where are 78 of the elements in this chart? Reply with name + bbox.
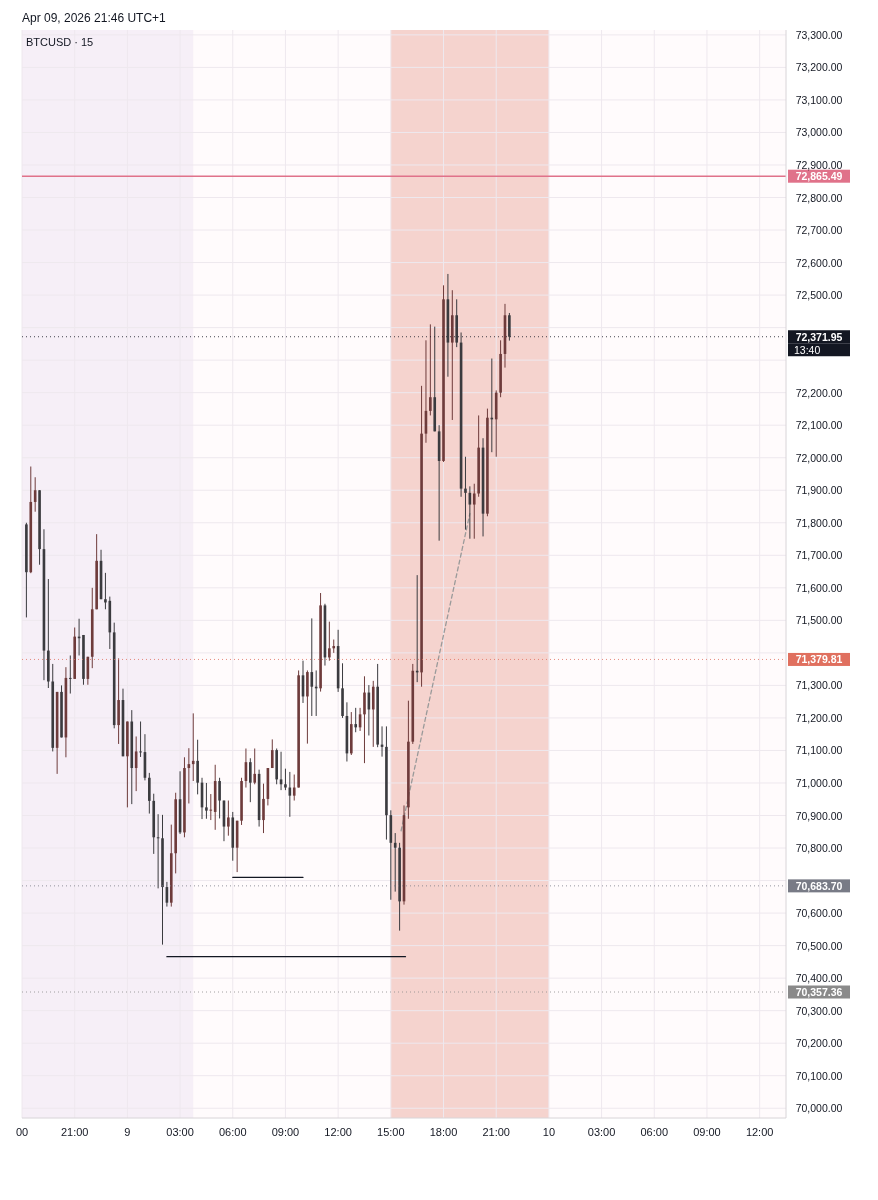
y-tick-label: 71,100.00 [795,744,843,757]
candlestick [196,739,199,795]
y-tick-label: 72,500.00 [795,289,843,302]
x-tick-label: 18:00 [429,1126,458,1138]
y-tick-label: 72,100.00 [795,419,843,432]
y-tick-label: 70,100.00 [795,1069,843,1082]
candlestick [270,738,274,769]
y-tick-label: 72,900.00 [795,158,843,171]
y-tick-label: 71,600.00 [795,581,843,594]
candlestick [328,621,331,662]
ref-line-label: 72,865.49 [795,170,843,183]
candlestick [371,680,375,748]
candlestick [292,774,296,802]
y-tick-label: 70,900.00 [795,809,843,822]
candlestick [393,832,397,893]
y-tick-label: 70,200.00 [795,1037,843,1050]
y-tick-label: 71,300.00 [795,679,843,692]
candlestick [209,793,213,821]
y-tick-label: 70,800.00 [795,842,843,855]
candlestick [472,483,476,540]
chart-subtitle: Apr 09, 2026 21:46 UTC+1 [22,11,167,25]
candlestick [284,768,287,791]
y-tick-label: 70,300.00 [795,1004,843,1017]
ref-line-label: 71,379.81 [795,653,843,666]
y-tick-label: 72,600.00 [795,256,843,269]
x-tick-label: 21:00 [60,1126,89,1138]
x-tick-label: 12:00 [324,1126,352,1138]
x-tick-label: 15:00 [377,1126,405,1138]
ref-line-label: 70,683.70 [795,879,843,892]
candlestick [354,707,358,733]
y-tick-label: 70,500.00 [795,939,843,952]
candlestick [429,323,432,416]
y-tick-label: 71,200.00 [795,711,843,724]
y-tick-label: 71,700.00 [795,549,843,562]
candlestick [68,654,72,695]
y-tick-label: 71,900.00 [795,484,843,497]
y-tick-label: 73,300.00 [795,28,843,41]
candlestick [191,712,195,782]
y-tick-label: 71,500.00 [795,614,843,627]
y-tick-label: 72,200.00 [795,386,843,399]
y-tick-label: 70,400.00 [795,972,843,985]
x-tick-label: 03:00 [587,1126,616,1138]
x-tick-label: 00 [15,1126,29,1138]
candlestick [253,748,257,785]
candlestick [148,772,151,815]
y-tick-label: 71,000.00 [795,776,843,789]
x-tick-label: 12:00 [745,1126,774,1138]
y-tick-label: 70,600.00 [795,907,843,920]
candlestick [310,617,314,717]
candlestick [363,675,366,764]
x-tick-label: 06:00 [640,1126,669,1138]
x-tick-label: 09:00 [693,1126,721,1138]
y-tick-label: 71,800.00 [795,516,843,529]
candlestick [218,777,221,819]
candlestick [262,783,265,834]
x-tick-label: 06:00 [218,1126,247,1138]
candlestick [139,721,142,758]
y-tick-label: 72,700.00 [795,224,843,237]
candlestick [464,456,467,531]
candlestick [249,757,252,803]
x-tick-label: 9 [124,1126,131,1138]
y-tick-label: 72,000.00 [795,451,843,464]
candlestick [205,782,208,820]
x-tick-label: 03:00 [166,1126,194,1138]
y-tick-label: 73,000.00 [795,126,843,139]
candlestick [508,312,511,342]
text: BTCUSD · 15 [26,36,94,48]
x-tick-label: 10 [542,1126,556,1138]
y-tick-label: 73,200.00 [795,61,843,74]
candlestick [227,800,230,837]
x-tick-label: 21:00 [482,1126,510,1138]
text: 13:40 [794,343,821,356]
y-tick-label: 70,000.00 [795,1102,843,1115]
ref-line-label: 70,357.36 [795,986,843,999]
x-tick-label: 09:00 [271,1126,300,1138]
y-tick-label: 73,100.00 [795,93,843,106]
y-tick-label: 72,800.00 [795,191,843,204]
ref-line-label: 72,371.95 [795,330,843,343]
